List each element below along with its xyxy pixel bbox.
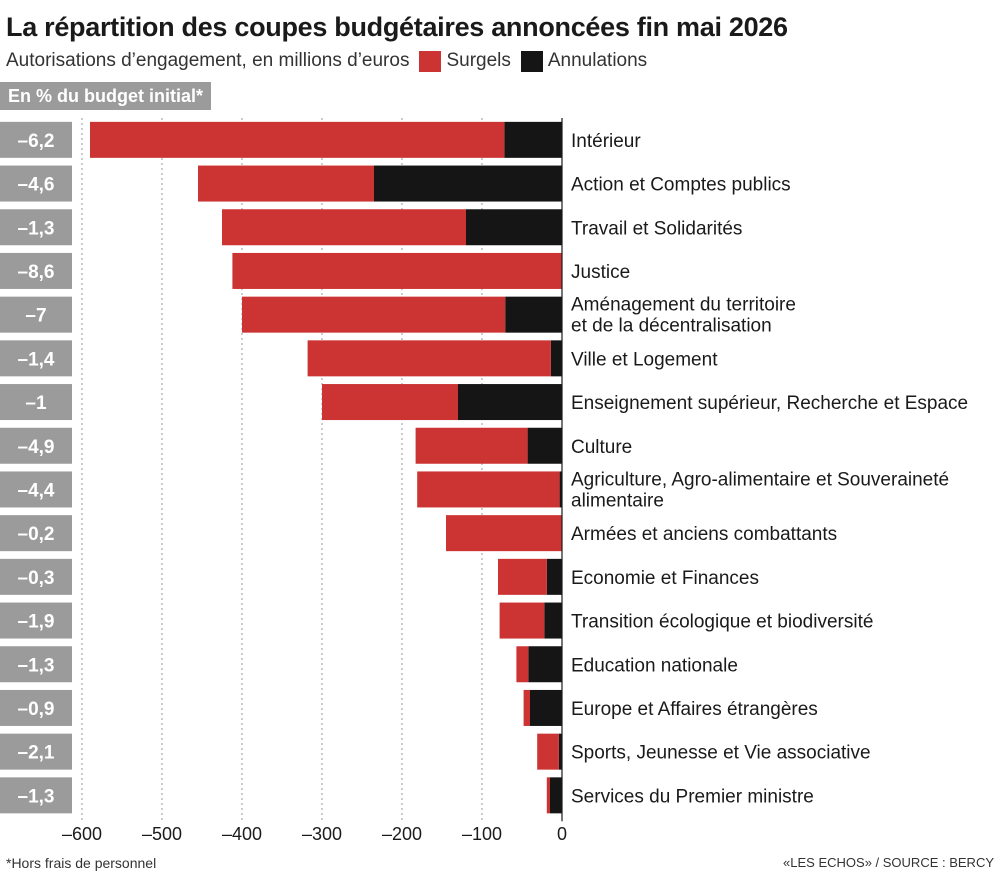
category-label: Europe et Affaires étrangères (571, 699, 818, 720)
bar-annulations (558, 733, 562, 770)
bar-annulations (550, 340, 562, 377)
bar-surgels (537, 733, 559, 770)
bar-annulations (458, 384, 562, 421)
legend-swatch-annulations (520, 50, 543, 72)
pct-label: –4,9 (18, 437, 55, 458)
pct-box (0, 296, 72, 333)
pct-box (0, 733, 72, 770)
bar-surgels (90, 121, 505, 158)
pct-label: –7 (25, 306, 46, 327)
bar-surgels (322, 384, 458, 421)
pct-box (0, 340, 72, 377)
category-label: Justice (571, 262, 630, 283)
legend-label-annulations: Annulations (547, 50, 648, 71)
bar-annulations (374, 165, 562, 202)
category-label: Intérieur (571, 131, 641, 152)
pct-label: –1,3 (18, 218, 55, 239)
bar-annulations (559, 471, 562, 508)
source-credit: «LES ECHOS» / SOURCE : BERCY (783, 855, 994, 870)
pct-box (0, 558, 72, 595)
bar-annulations (466, 209, 562, 246)
chart-title: La répartition des coupes budgétaires an… (6, 12, 788, 42)
x-tick-label: –400 (222, 824, 262, 844)
pct-label: –0,9 (18, 699, 55, 720)
category-label: Action et Comptes publics (571, 175, 791, 196)
pct-label: –4,4 (18, 480, 55, 501)
bar-annulations (504, 121, 562, 158)
bar-annulations (544, 602, 562, 639)
category-label: Sports, Jeunesse et Vie associative (571, 743, 871, 764)
pct-label: –1,3 (18, 655, 55, 676)
pct-label: –8,6 (18, 262, 55, 283)
bar-surgels (307, 340, 551, 377)
pct-label: –2,1 (18, 743, 55, 764)
category-label: Aménagement du territoire et de la décent… (571, 295, 796, 337)
bar-annulations (505, 296, 562, 333)
category-label: Agriculture, Agro-alimentaire et Souvera… (571, 469, 949, 511)
pct-box (0, 209, 72, 246)
category-label: Education nationale (571, 655, 738, 676)
pct-box (0, 777, 72, 814)
bar-surgels (415, 427, 528, 464)
bar-annulations (546, 558, 562, 595)
bar-surgels (498, 558, 547, 595)
bar-surgels (417, 471, 560, 508)
pct-label: –1,4 (18, 349, 55, 370)
pct-label: –1,3 (18, 786, 55, 807)
pct-label: –1,9 (18, 612, 55, 633)
pct-box (0, 427, 72, 464)
bar-surgels (499, 602, 545, 639)
legend-swatch-surgels (419, 50, 442, 72)
x-tick-label: –600 (62, 824, 102, 844)
x-tick-label: –300 (302, 824, 342, 844)
pct-box (0, 384, 72, 421)
bar-surgels (232, 252, 562, 289)
pct-box (0, 121, 72, 158)
bar-annulations (550, 777, 562, 814)
bar-annulations (528, 646, 562, 683)
category-label: Travail et Solidarités (571, 218, 742, 239)
pct-box (0, 165, 72, 202)
bar-annulations (527, 427, 562, 464)
pct-label: –1 (25, 393, 47, 414)
bar-surgels (546, 777, 550, 814)
legend-label-surgels: Surgels (446, 50, 511, 71)
pct-label: –0,3 (18, 568, 55, 589)
pct-column-header: En % du budget initial* (0, 82, 211, 110)
chart-subtitle: Autorisations d’engagement, en millions … (6, 50, 410, 71)
category-label: Armées et anciens combattants (571, 524, 837, 545)
bar-surgels (242, 296, 506, 333)
category-label: Transition écologique et biodiversité (571, 612, 873, 633)
x-tick-label: –100 (462, 824, 502, 844)
category-label: Culture (571, 437, 632, 458)
pct-box (0, 602, 72, 639)
category-label: Services du Premier ministre (571, 786, 814, 807)
pct-box (0, 515, 72, 552)
bar-surgels (198, 165, 374, 202)
pct-box (0, 252, 72, 289)
subtitle-legend-row: Autorisations d’engagement, en millions … (6, 50, 647, 72)
category-label: Economie et Finances (571, 568, 759, 589)
bar-annulations (530, 689, 562, 726)
x-tick-label: 0 (557, 824, 567, 844)
category-label: Ville et Logement (571, 349, 718, 370)
category-label: Enseignement supérieur, Recherche et Esp… (571, 393, 968, 414)
x-tick-label: –200 (382, 824, 422, 844)
pct-box (0, 646, 72, 683)
bar-surgels (523, 689, 530, 726)
pct-label: –4,6 (18, 175, 55, 196)
pct-label: –0,2 (18, 524, 55, 545)
pct-box (0, 689, 72, 726)
x-tick-label: –500 (142, 824, 182, 844)
bar-surgels (222, 209, 466, 246)
pct-box (0, 471, 72, 508)
pct-label: –6,2 (18, 131, 55, 152)
footnote: *Hors frais de personnel (6, 855, 157, 871)
bar-surgels (446, 515, 562, 552)
bar-surgels (516, 646, 529, 683)
